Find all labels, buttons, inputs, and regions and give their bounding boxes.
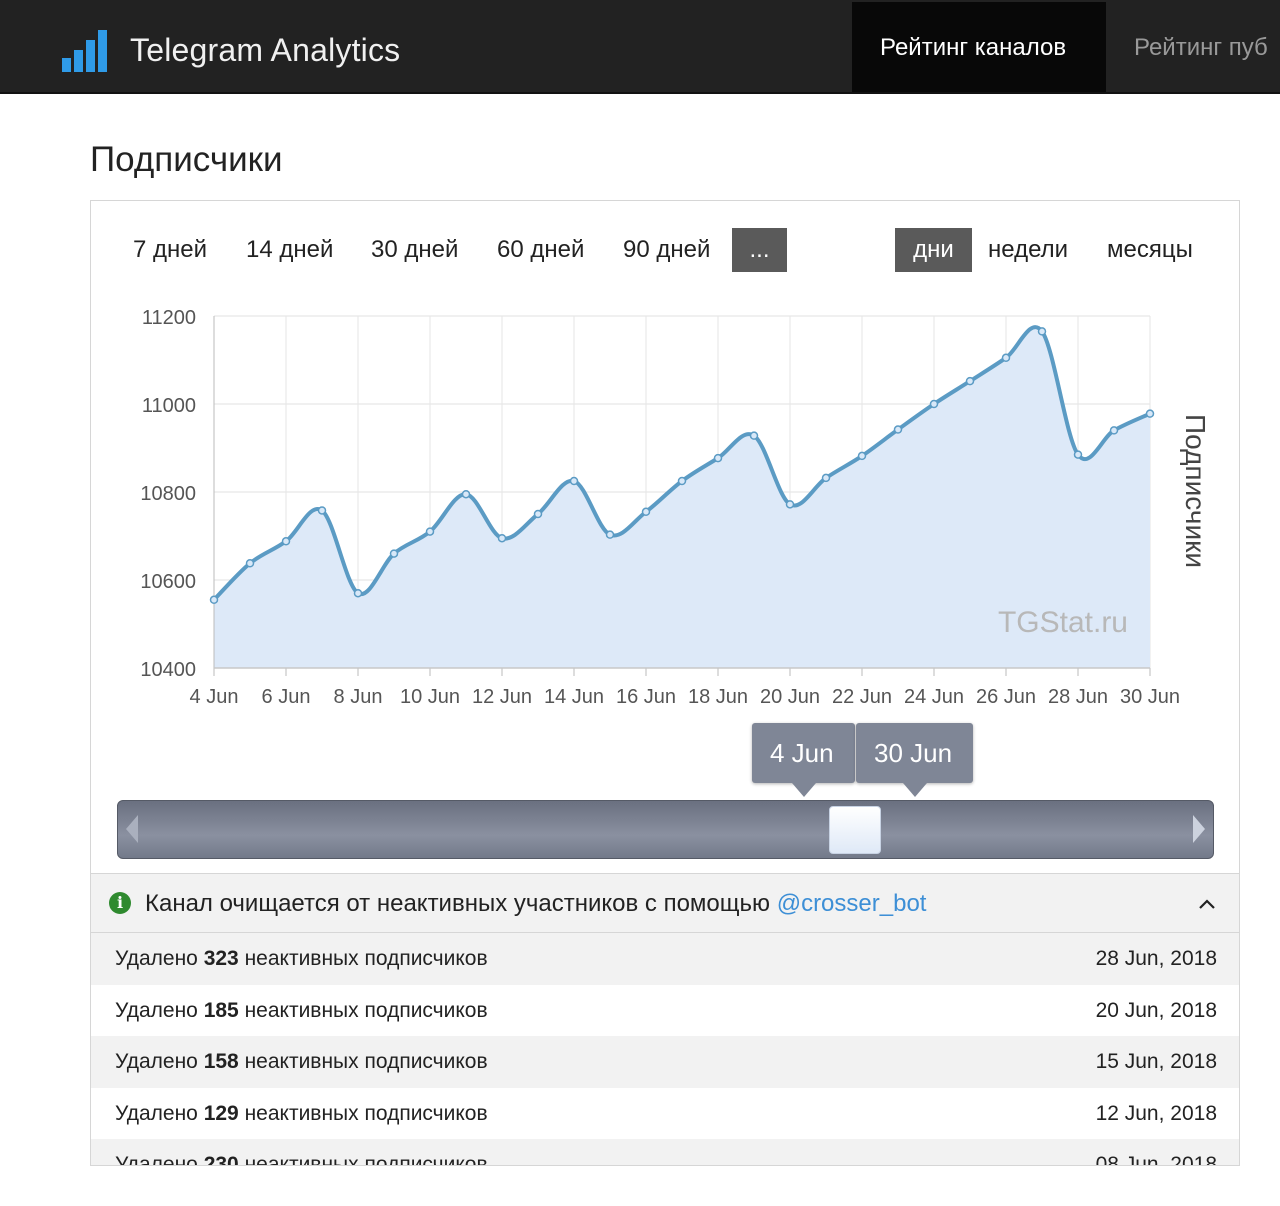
granularity-months-button[interactable]: месяцы (1107, 236, 1193, 263)
data-point (641, 507, 651, 517)
x-tick-label: 26 Jun (976, 686, 1036, 708)
top-navbar: Telegram Analytics Рейтинг каналов Рейти… (0, 0, 1280, 94)
data-point (857, 451, 867, 461)
range-60-days-button[interactable]: 60 дней (497, 236, 585, 263)
x-tick-label: 22 Jun (832, 686, 892, 708)
data-point (893, 425, 903, 434)
data-point (1001, 353, 1011, 363)
data-point (461, 489, 471, 499)
row-text: Удалено 129 неактивных подписчиков (115, 1101, 488, 1125)
y-tick-label: 10600 (140, 571, 196, 593)
range-7-days-button[interactable]: 7 дней (133, 236, 208, 263)
data-point (1145, 409, 1155, 418)
range-more-button[interactable]: ... (732, 228, 787, 272)
data-point (569, 476, 579, 486)
navigator-from-tooltip: 4 Jun (752, 723, 855, 797)
cleanup-info-text: Канал очищается от неактивных участников… (145, 890, 927, 917)
data-point (785, 500, 795, 509)
brand-title[interactable]: Telegram Analytics (130, 32, 401, 68)
data-point (1073, 450, 1083, 459)
row-date: 12 Jun, 2018 (1095, 1101, 1217, 1125)
list-item: Удалено 323 неактивных подписчиков 28 Ju… (91, 933, 1239, 985)
data-point (317, 506, 327, 515)
x-tick-label: 8 Jun (334, 686, 383, 708)
y-tick-label: 10800 (140, 483, 196, 505)
data-point (713, 453, 723, 463)
x-tick-label: 6 Jun (262, 686, 311, 708)
range-90-days-button[interactable]: 90 дней (623, 236, 711, 263)
data-point (281, 537, 291, 546)
y-tick-label: 11200 (142, 307, 196, 329)
area-fill (214, 327, 1150, 668)
data-point (605, 530, 615, 539)
subscribers-chart: 10400 10600 10800 11000 11200 4 Jun 6 Jun 8 Jun… (140, 307, 1211, 708)
x-tick-label: 18 Jun (688, 686, 748, 708)
list-item: Удалено 230 неактивных подписчиков 08 Ju… (91, 1139, 1239, 1166)
data-point (965, 376, 975, 386)
x-tick-label: 4 Jun (190, 686, 239, 708)
scroll-left-icon[interactable] (118, 801, 148, 858)
data-point (749, 431, 759, 440)
x-tick-label: 24 Jun (904, 686, 964, 708)
x-tick-label: 14 Jun (544, 686, 604, 708)
data-point (533, 509, 543, 519)
row-text: Удалено 185 неактивных подписчиков (115, 998, 488, 1022)
tab-publication-rating[interactable]: Рейтинг пуб (1134, 34, 1268, 61)
granularity-weeks-button[interactable]: недели (988, 236, 1069, 263)
watermark-label: TGStat.ru (998, 606, 1128, 639)
navigator-scrollbar[interactable] (117, 800, 1214, 859)
cleanup-info-header[interactable]: i Канал очищается от неактивных участник… (91, 873, 1239, 933)
scroll-right-icon[interactable] (1183, 801, 1213, 858)
data-point (1037, 327, 1047, 336)
chevron-up-icon[interactable] (1197, 894, 1217, 914)
subscribers-card: 7 дней 14 дней 30 дней 60 дней 90 дней .… (90, 200, 1240, 1166)
range-30-days-button[interactable]: 30 дней (371, 236, 459, 263)
row-text: Удалено 230 неактивных подписчиков (115, 1153, 488, 1166)
crosser-bot-link[interactable]: @crosser_bot (776, 890, 927, 917)
data-point (389, 549, 399, 558)
y-axis-title: Подписчики (1180, 414, 1211, 568)
data-point (1109, 426, 1119, 435)
data-point (677, 476, 687, 486)
y-tick-label: 11000 (142, 395, 196, 417)
row-date: 20 Jun, 2018 (1095, 998, 1217, 1022)
data-point (821, 473, 831, 483)
x-tick-label: 16 Jun (616, 686, 676, 708)
granularity-days-button[interactable]: дни (895, 228, 972, 272)
bar-chart-logo-icon[interactable] (60, 26, 108, 74)
cleanup-list: Удалено 323 неактивных подписчиков 28 Ju… (91, 933, 1239, 1166)
x-tick-label: 30 Jun (1120, 686, 1180, 708)
info-icon: i (109, 892, 131, 914)
row-date: 28 Jun, 2018 (1095, 947, 1217, 970)
data-point (209, 595, 219, 605)
row-date: 15 Jun, 2018 (1095, 1050, 1217, 1073)
list-item: Удалено 158 неактивных подписчиков 15 Ju… (91, 1036, 1239, 1088)
data-point (497, 533, 507, 543)
list-item: Удалено 185 неактивных подписчиков 20 Ju… (91, 985, 1239, 1037)
row-text: Удалено 158 неактивных подписчиков (115, 1050, 488, 1073)
row-date: 08 Jun, 2018 (1095, 1153, 1217, 1166)
x-tick-label: 12 Jun (472, 686, 532, 708)
x-tick-label: 10 Jun (400, 686, 460, 708)
y-tick-label: 10400 (140, 659, 196, 681)
page-title: Подписчики (90, 140, 283, 179)
data-point (353, 588, 363, 598)
row-text: Удалено 323 неактивных подписчиков (115, 947, 488, 970)
data-point (245, 559, 255, 568)
data-point (929, 399, 939, 409)
scrollbar-thumb[interactable] (829, 806, 881, 854)
x-tick-label: 20 Jun (760, 686, 820, 708)
x-tick-label: 28 Jun (1048, 686, 1108, 708)
range-14-days-button[interactable]: 14 дней (246, 236, 334, 263)
tab-channel-rating[interactable]: Рейтинг каналов (852, 2, 1106, 92)
list-item: Удалено 129 неактивных подписчиков 12 Ju… (91, 1088, 1239, 1140)
data-point (425, 527, 435, 536)
navigator-to-tooltip: 30 Jun (856, 723, 973, 797)
